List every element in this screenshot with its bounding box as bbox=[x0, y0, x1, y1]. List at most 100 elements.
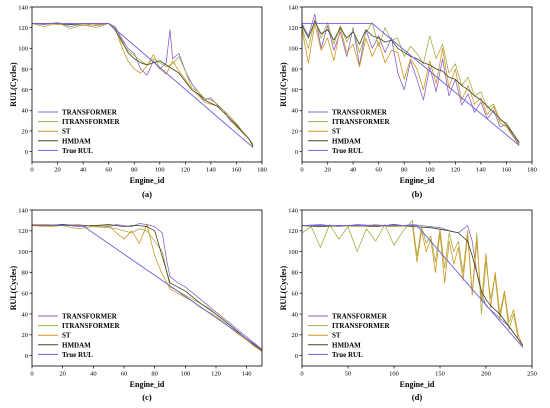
x-tick-label: 80 bbox=[131, 167, 138, 174]
series-line-transformer bbox=[32, 223, 262, 350]
legend-entry: ITRANSFORMER bbox=[62, 322, 121, 330]
y-tick-label: 60 bbox=[22, 291, 29, 298]
y-tick-label: 0 bbox=[25, 149, 28, 156]
y-tick-label: 120 bbox=[18, 25, 28, 32]
x-tick-label: 0 bbox=[30, 167, 33, 174]
legend-entry: HMDAM bbox=[332, 137, 361, 145]
series-line-st bbox=[302, 23, 520, 146]
x-tick-label: 180 bbox=[257, 167, 267, 174]
y-tick-label: 100 bbox=[18, 249, 28, 256]
y-tick-label: 100 bbox=[18, 46, 28, 53]
y-tick-label: 80 bbox=[292, 66, 299, 73]
y-tick-label: 20 bbox=[292, 332, 299, 339]
series-line-itransformer bbox=[32, 22, 254, 145]
panel-caption: (c) bbox=[142, 392, 152, 402]
x-tick-label: 150 bbox=[435, 371, 445, 378]
x-tick-label: 100 bbox=[180, 371, 190, 378]
y-tick-label: 80 bbox=[292, 270, 299, 277]
series-line-hmdam bbox=[302, 21, 520, 143]
x-tick-label: 60 bbox=[375, 167, 382, 174]
legend-entry: HMDAM bbox=[62, 341, 91, 349]
legend-entry: True RUL bbox=[332, 351, 363, 359]
x-tick-label: 80 bbox=[401, 167, 408, 174]
x-tick-label: 180 bbox=[527, 167, 537, 174]
x-tick-label: 120 bbox=[211, 371, 221, 378]
x-tick-label: 160 bbox=[502, 167, 512, 174]
y-tick-label: 0 bbox=[25, 353, 28, 360]
legend-entry: TRANSFORMER bbox=[62, 313, 118, 321]
y-tick-label: 120 bbox=[288, 25, 298, 32]
y-tick-label: 120 bbox=[18, 228, 28, 235]
y-axis-label: RUL(Cycles) bbox=[9, 62, 18, 107]
legend-entry: ST bbox=[332, 332, 341, 340]
x-tick-label: 40 bbox=[90, 371, 97, 378]
y-axis-label: RUL(Cycles) bbox=[9, 265, 18, 310]
x-tick-label: 100 bbox=[389, 371, 399, 378]
chart-panel-2: 0 20 40 60 80 100 120 140 160 180 0 20 40 60 80 100 120 1… bbox=[279, 4, 537, 199]
y-tick-label: 140 bbox=[18, 207, 28, 214]
legend-entry: ITRANSFORMER bbox=[332, 322, 391, 330]
panel-caption: (d) bbox=[412, 392, 423, 402]
x-tick-label: 40 bbox=[350, 167, 357, 174]
x-axis-label: Engine_id bbox=[130, 176, 165, 185]
legend-entry: True RUL bbox=[332, 147, 363, 155]
legend-entry: HMDAM bbox=[332, 341, 361, 349]
x-tick-label: 20 bbox=[54, 167, 61, 174]
y-tick-label: 20 bbox=[22, 128, 29, 135]
x-axis-label: Engine_id bbox=[130, 380, 165, 389]
y-tick-label: 80 bbox=[22, 66, 29, 73]
y-tick-label: 140 bbox=[18, 4, 28, 11]
series-line-hmdam bbox=[32, 224, 262, 351]
y-tick-label: 100 bbox=[288, 249, 298, 256]
x-tick-label: 20 bbox=[59, 371, 66, 378]
plot-frame bbox=[31, 6, 263, 163]
panel-caption: (a) bbox=[142, 189, 152, 199]
legend-entry: True RUL bbox=[62, 147, 93, 155]
y-tick-label: 60 bbox=[292, 291, 299, 298]
x-tick-label: 250 bbox=[527, 371, 537, 378]
y-tick-label: 80 bbox=[22, 270, 29, 277]
legend-entry: TRANSFORMER bbox=[332, 313, 388, 321]
x-axis-label: Engine_id bbox=[400, 380, 435, 389]
x-tick-label: 0 bbox=[30, 371, 33, 378]
series-line-itransformer bbox=[302, 220, 524, 348]
x-tick-label: 60 bbox=[121, 371, 128, 378]
y-tick-label: 100 bbox=[288, 46, 298, 53]
panel-caption: (b) bbox=[412, 189, 423, 199]
x-tick-label: 160 bbox=[232, 167, 242, 174]
x-tick-label: 120 bbox=[450, 167, 460, 174]
y-tick-label: 40 bbox=[292, 108, 299, 115]
legend-entry: TRANSFORMER bbox=[62, 109, 118, 117]
legend-entry: ITRANSFORMER bbox=[62, 118, 121, 126]
plot-frame bbox=[301, 6, 533, 163]
series-line-hmdam bbox=[302, 224, 524, 346]
plot-frame bbox=[31, 209, 263, 367]
x-tick-label: 200 bbox=[481, 371, 491, 378]
y-axis-label: RUL(Cycles) bbox=[279, 265, 288, 310]
series-line-true-rul bbox=[32, 23, 254, 148]
legend-entry: HMDAM bbox=[62, 137, 91, 145]
y-tick-label: 140 bbox=[288, 207, 298, 214]
series-line-true-rul bbox=[32, 225, 262, 350]
x-axis-label: Engine_id bbox=[400, 176, 435, 185]
series-line-true-rul bbox=[302, 23, 520, 146]
legend-entry: ST bbox=[62, 128, 71, 136]
x-tick-label: 100 bbox=[155, 167, 165, 174]
y-tick-label: 40 bbox=[22, 108, 29, 115]
x-tick-label: 140 bbox=[476, 167, 486, 174]
plot-frame bbox=[301, 209, 533, 367]
y-tick-label: 0 bbox=[295, 149, 298, 156]
x-tick-label: 50 bbox=[345, 371, 352, 378]
y-tick-label: 140 bbox=[288, 4, 298, 11]
x-tick-label: 80 bbox=[151, 371, 158, 378]
y-tick-label: 40 bbox=[22, 311, 29, 318]
series-line-true-rul bbox=[302, 225, 524, 348]
y-axis-label: RUL(Cycles) bbox=[279, 62, 288, 107]
legend-entry: True RUL bbox=[62, 351, 93, 359]
y-tick-label: 0 bbox=[295, 353, 298, 360]
